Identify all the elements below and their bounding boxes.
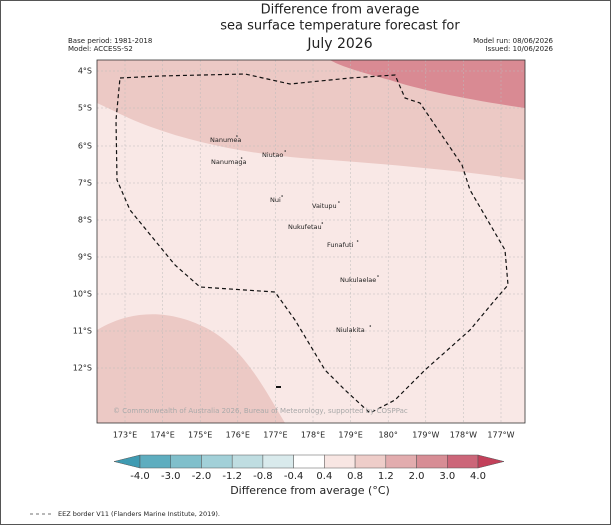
lat-label: 8°S [78, 216, 92, 225]
lon-label: 177°E [263, 431, 287, 440]
island-label: Vaitupu [312, 202, 337, 210]
map-frame [96, 59, 526, 424]
colorbar-tick: -4.0 [130, 471, 150, 482]
colorbar-box [324, 454, 356, 469]
colorbar-box [201, 454, 233, 469]
lat-label: 11°S [73, 327, 92, 336]
anomaly-region [97, 314, 285, 423]
island [356, 240, 359, 242]
lon-label: 176°E [226, 431, 250, 440]
island [236, 135, 238, 137]
lat-label: 9°S [78, 253, 92, 262]
reef [276, 386, 281, 388]
colorbar-label: Difference from average (°C) [230, 484, 390, 497]
lon-label: 175°E [188, 431, 212, 440]
title: sea surface temperature forecast for [220, 19, 460, 34]
lon-label: 178°W [450, 431, 477, 440]
colorbar-box [447, 454, 479, 469]
lon-label: 180° [379, 431, 398, 440]
lat-label: 7°S [78, 179, 92, 188]
colorbar-tick: -2.0 [192, 471, 212, 482]
colorbar-box [385, 454, 417, 469]
lat-label: 6°S [78, 142, 92, 151]
model-run: Model run: 08/06/2026 [473, 37, 553, 45]
island-label: Niutao [262, 151, 283, 159]
island [321, 222, 324, 224]
island-label: Nukulaelae [340, 276, 376, 284]
colorbar-tick: -0.8 [253, 471, 273, 482]
lat-label: 5°S [78, 104, 92, 113]
base-period: Base period: 1981-2018 [68, 37, 152, 45]
colorbar-box [139, 454, 171, 469]
colorbar-box [416, 454, 448, 469]
lat-label: 12°S [73, 364, 92, 373]
anomaly-region [330, 60, 525, 108]
island-label: Nukufetau [288, 223, 322, 231]
credit: © Commonwealth of Australia 2026, Bureau… [113, 407, 408, 415]
colorbar-tick: 0.4 [316, 471, 332, 482]
colorbar-box [354, 454, 387, 469]
island [284, 150, 287, 152]
colorbar-box [293, 454, 325, 469]
island [240, 157, 243, 159]
colorbar-tick: 2.0 [409, 471, 425, 482]
island [377, 275, 379, 277]
footer: EEZ border V11 (Flanders Marine Institut… [58, 510, 220, 518]
colorbar-tick: -0.4 [284, 471, 304, 482]
colorbar-tick: 1.2 [378, 471, 394, 482]
island [369, 325, 372, 327]
colorbar-tick: 4.0 [470, 471, 486, 482]
title-month: July 2026 [306, 36, 372, 52]
title: Difference from average [261, 3, 420, 18]
colorbar-extend [477, 454, 505, 469]
colorbar: -4.0 -3.0 -2.0 -1.2 -0.8 -0.4 0.4 0.8 1.2 2.0 3.0 4… [113, 454, 505, 482]
lat-label: 4°S [78, 67, 92, 76]
colorbar-box [262, 454, 294, 469]
colorbar-box [170, 454, 202, 469]
island-label: Niulakita [336, 326, 365, 334]
island [338, 201, 340, 203]
lon-label: 179°E [338, 431, 362, 440]
issued: Issued: 10/06/2026 [486, 45, 554, 53]
lat-label: 10°S [73, 290, 92, 299]
eez-border [115, 73, 509, 414]
lon-label: 179°W [412, 431, 439, 440]
island-label: Nui [270, 196, 281, 204]
lon-label: 178°E [301, 431, 325, 440]
colorbar-tick: -1.2 [222, 471, 242, 482]
island-label: Nanumaga [211, 158, 247, 166]
map: © Commonwealth of Australia 2026, Bureau… [96, 59, 526, 424]
colorbar-box [231, 454, 264, 469]
lon-label: 173°E [113, 431, 137, 440]
colorbar-tick: -3.0 [161, 471, 181, 482]
island [281, 195, 283, 197]
island-label: Nanumea [210, 136, 241, 144]
lon-label: 174°E [150, 431, 174, 440]
anomaly-region [97, 60, 525, 180]
model: Model: ACCESS-S2 [68, 45, 133, 53]
colorbar-tick: 0.8 [347, 471, 363, 482]
island-label: Funafuti [327, 241, 354, 249]
lon-label: 177°W [487, 431, 514, 440]
colorbar-tick: 3.0 [439, 471, 455, 482]
